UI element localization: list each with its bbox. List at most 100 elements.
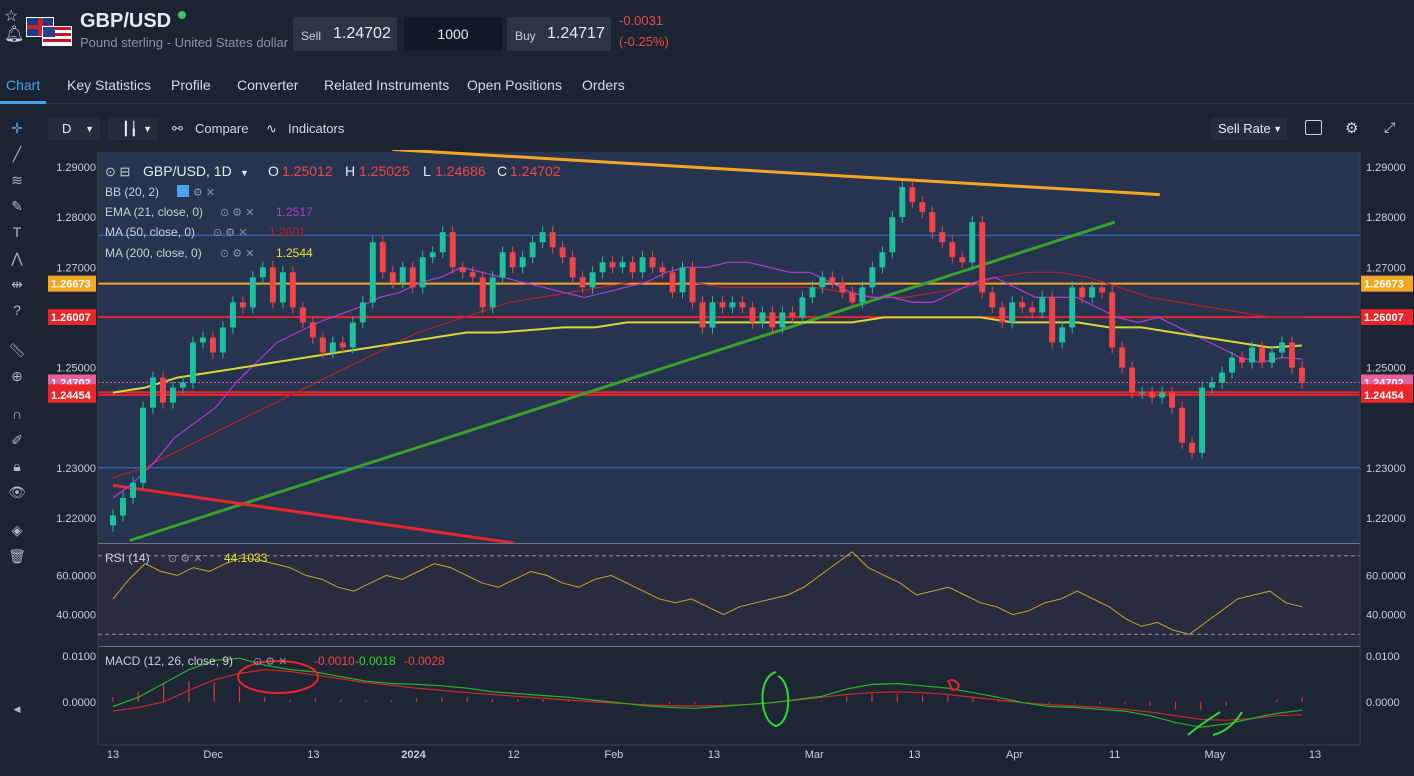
ma200-controls-icon[interactable]: ⊙ ⚙ ✕: [220, 248, 254, 260]
eye-icon[interactable]: 👁︎: [8, 484, 26, 500]
chevron-down-icon: ▼: [143, 124, 152, 134]
legend-c-label: C: [497, 163, 507, 179]
zoom-icon[interactable]: ⊕: [11, 368, 23, 384]
ruler-icon[interactable]: 📏︎: [8, 342, 26, 358]
candle-body: [1009, 302, 1016, 323]
trend-line-icon[interactable]: ╱: [12, 146, 22, 162]
magnet-icon[interactable]: ∩: [11, 406, 23, 422]
candle-body: [379, 242, 386, 273]
gear-icon[interactable]: ⚙: [1345, 120, 1359, 137]
macd-label: MACD (12, 26, close, 9): [105, 654, 233, 668]
chevron-down-icon[interactable]: ▼: [240, 168, 249, 178]
tab-key-statistics[interactable]: Key Statistics: [67, 77, 152, 93]
bb-label: BB (20, 2): [105, 185, 159, 199]
candle-body: [659, 267, 666, 273]
candle-body: [599, 262, 606, 273]
price-tick-right: 1.29000: [1366, 162, 1406, 174]
macd-controls-icon[interactable]: ⊙ ⚙ ✕: [253, 656, 287, 668]
rsi-controls-icon[interactable]: ⊙ ⚙ ✕: [168, 553, 202, 565]
layout-icon[interactable]: [1305, 120, 1322, 135]
text-tool-icon[interactable]: T: [12, 224, 22, 240]
market-open-indicator: [178, 11, 186, 19]
lock-icon[interactable]: 🔒︎: [13, 458, 21, 474]
star-icon[interactable]: ☆: [4, 8, 19, 25]
candle-body: [209, 337, 216, 353]
collapse-legend-icon[interactable]: ⊙ ⊟: [105, 164, 130, 179]
chart-area[interactable]: 1.29000 1.29000 1.28000 1.28000 1.27000 1.270…: [48, 147, 1414, 771]
buy-button[interactable]: Buy 1.24717: [507, 17, 611, 51]
rsi-tick-right: 40.0000: [1366, 610, 1406, 622]
candle-body: [1029, 307, 1036, 313]
layers-icon[interactable]: ◈: [11, 522, 23, 538]
time-tick: Mar: [805, 749, 824, 761]
trash-icon[interactable]: 🗑︎: [8, 548, 26, 564]
candle-body: [179, 382, 186, 388]
candle-body: [1019, 302, 1026, 308]
candle-body: [359, 302, 366, 323]
candle-body: [1269, 352, 1275, 363]
macd-indicator: [112, 657, 1303, 728]
tab-orders[interactable]: Orders: [582, 77, 625, 93]
ema-controls-icon[interactable]: ⊙ ⚙ ✕: [220, 207, 254, 219]
price-label-right: 1.26673: [1364, 279, 1404, 291]
candle-body: [439, 232, 446, 253]
crosshair-icon[interactable]: ✛: [11, 120, 23, 136]
indicators-icon[interactable]: ∿: [266, 121, 277, 136]
candle-body: [1139, 392, 1146, 394]
fullscreen-icon[interactable]: ⤢: [1384, 119, 1396, 135]
price-label-left: 1.26007: [51, 312, 91, 324]
tab-chart[interactable]: Chart: [6, 77, 41, 93]
candle-body: [649, 257, 656, 268]
candle-body: [669, 272, 676, 293]
candle-body: [349, 322, 356, 348]
bb-settings-icon[interactable]: ⚙ ✕: [193, 187, 215, 199]
chart-type-select[interactable]: ┃╽ ▼: [108, 118, 158, 140]
ma200-value: 1.2544: [276, 246, 313, 260]
quantity-input[interactable]: 1000: [404, 17, 502, 51]
rate-mode-select[interactable]: Sell Rate ▼: [1211, 118, 1287, 140]
legend-high: 1.25025: [359, 163, 410, 179]
candle-body: [699, 302, 706, 328]
fibonacci-icon[interactable]: ≋: [11, 172, 23, 188]
instrument-header: ☆ 🔔︎ GBP/USD Pound sterling - United Sta…: [0, 0, 1414, 64]
bb-visibility-icon[interactable]: [177, 185, 189, 197]
chart-toolbar: D ▼ ┃╽ ▼ ⚯ Compare ∿ Indicators Sell Rat…: [48, 114, 1414, 144]
measure-icon[interactable]: ⇹: [11, 276, 23, 292]
candle-body: [559, 247, 566, 258]
candle-body: [1149, 392, 1156, 398]
interval-select[interactable]: D ▼: [48, 118, 100, 140]
candle-body: [819, 277, 826, 288]
header-icons: ☆ 🔔︎: [4, 8, 24, 44]
price-change-percent: (-0.25%): [619, 34, 669, 49]
tab-related-instruments[interactable]: Related Instruments: [324, 77, 450, 93]
candle-body: [789, 312, 796, 318]
candle-body: [1249, 347, 1256, 363]
candle-body: [839, 282, 846, 293]
price-chart-svg[interactable]: 1.29000 1.29000 1.28000 1.28000 1.27000 1.270…: [48, 147, 1414, 771]
time-tick: 13: [708, 749, 720, 761]
pencil-lock-icon[interactable]: ✐: [11, 432, 23, 448]
candle-body: [859, 287, 866, 303]
ma50-controls-icon[interactable]: ⊙ ⚙ ✕: [213, 227, 247, 239]
rsi-indicator: [98, 551, 1360, 635]
compare-button[interactable]: Compare: [195, 121, 249, 136]
candle-body: [1039, 297, 1046, 313]
candle-body: [739, 302, 746, 308]
bell-icon[interactable]: 🔔︎: [4, 26, 25, 43]
annotation-mark-red: [947, 679, 960, 691]
tab-profile[interactable]: Profile: [171, 77, 211, 93]
collapse-arrow-icon[interactable]: ◀: [13, 704, 21, 714]
pattern-icon[interactable]: ⋀: [11, 250, 23, 266]
brush-icon[interactable]: ✎: [11, 198, 23, 214]
indicators-button[interactable]: Indicators: [288, 121, 345, 136]
compare-icon[interactable]: ⚯: [172, 121, 183, 136]
candle-body: [929, 212, 936, 233]
candle-body: [120, 497, 126, 516]
help-icon[interactable]: ?: [13, 302, 21, 318]
time-tick: Feb: [604, 749, 623, 761]
candle-body: [449, 232, 456, 268]
tab-converter[interactable]: Converter: [237, 77, 299, 93]
candle-body: [1219, 372, 1226, 383]
sell-button[interactable]: Sell 1.24702: [293, 17, 397, 51]
tab-open-positions[interactable]: Open Positions: [467, 77, 562, 93]
